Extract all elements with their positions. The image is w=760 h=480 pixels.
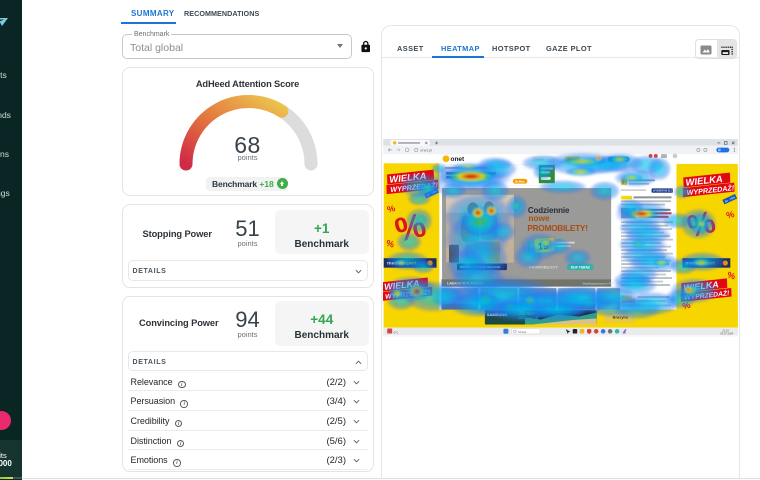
svg-text:KUP TERAZ: KUP TERAZ: [570, 265, 589, 269]
svg-text:WYBIERAM ZŁOTO: WYBIERAM ZŁOTO: [653, 189, 676, 193]
svg-text:Współorganizowane z PKP: Współorganizowane z PKP: [582, 282, 613, 286]
svg-text:PROMOBILETY!: PROMOBILETY!: [527, 224, 587, 233]
svg-text:Codziennie: Codziennie: [527, 206, 569, 215]
svg-text:PROMOBILETY: PROMOBILETY: [528, 265, 557, 270]
svg-text:onet: onet: [450, 156, 465, 163]
svg-text:%: %: [384, 238, 394, 250]
svg-text:21:10: 21:10: [722, 328, 729, 332]
svg-text:%: %: [726, 270, 736, 282]
svg-text:Dr.Max: Dr.Max: [514, 179, 524, 183]
svg-text:Szukaj: Szukaj: [517, 330, 526, 334]
svg-text:nowe: nowe: [528, 213, 550, 223]
svg-text:%: %: [386, 203, 396, 215]
svg-text:%: %: [725, 209, 735, 221]
svg-text:0°C: 0°C: [393, 331, 398, 335]
svg-text:09.07.2024: 09.07.2024: [720, 331, 733, 335]
svg-text:onet.pl: onet.pl: [420, 148, 432, 153]
svg-text:do -70%: do -70%: [724, 195, 736, 203]
